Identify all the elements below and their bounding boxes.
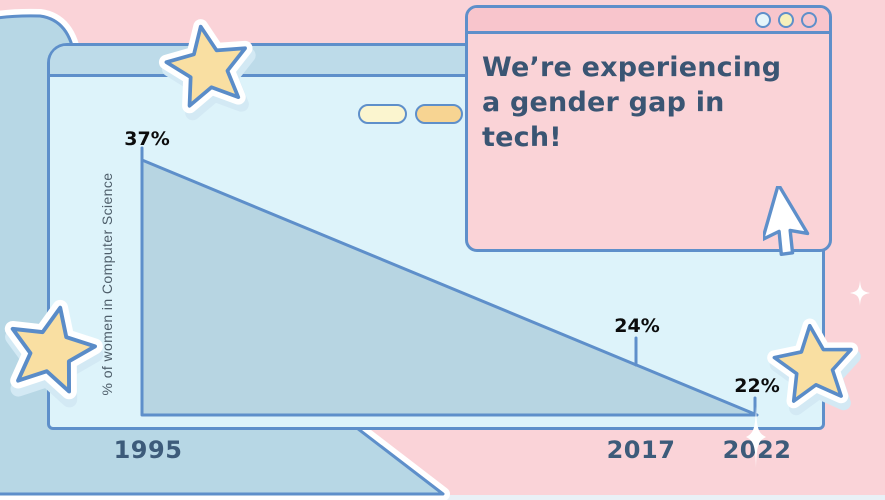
area-series-women-in-cs bbox=[140, 158, 759, 417]
data-label-24pct: 24% bbox=[614, 315, 660, 337]
cursor-arrow-icon bbox=[763, 186, 810, 256]
window-control-dot-pink-icon[interactable] bbox=[801, 11, 817, 28]
toolbar-pill-yellow-icon[interactable] bbox=[415, 104, 463, 124]
star-sticker-icon-left bbox=[4, 299, 104, 408]
star-sticker-icon-top bbox=[158, 19, 256, 121]
area-chart bbox=[140, 146, 759, 417]
data-label-22pct: 22% bbox=[734, 375, 780, 397]
x-tick-label-2017: 2017 bbox=[606, 436, 676, 464]
x-tick-label-1995: 1995 bbox=[113, 436, 183, 464]
sparkle-icon-tall bbox=[746, 406, 766, 468]
star-sticker-icon-right bbox=[767, 318, 861, 416]
popup-window-titlebar bbox=[468, 8, 829, 34]
window-control-dot-cyan-icon[interactable] bbox=[755, 11, 771, 28]
headline-text: We’re experiencing a gender gap in tech! bbox=[482, 52, 782, 154]
data-label-37pct: 37% bbox=[124, 128, 170, 150]
toolbar-pill-cream-icon[interactable] bbox=[358, 104, 407, 124]
window-control-dot-yellow-icon[interactable] bbox=[778, 11, 794, 28]
sparkle-icon-small bbox=[850, 280, 870, 306]
